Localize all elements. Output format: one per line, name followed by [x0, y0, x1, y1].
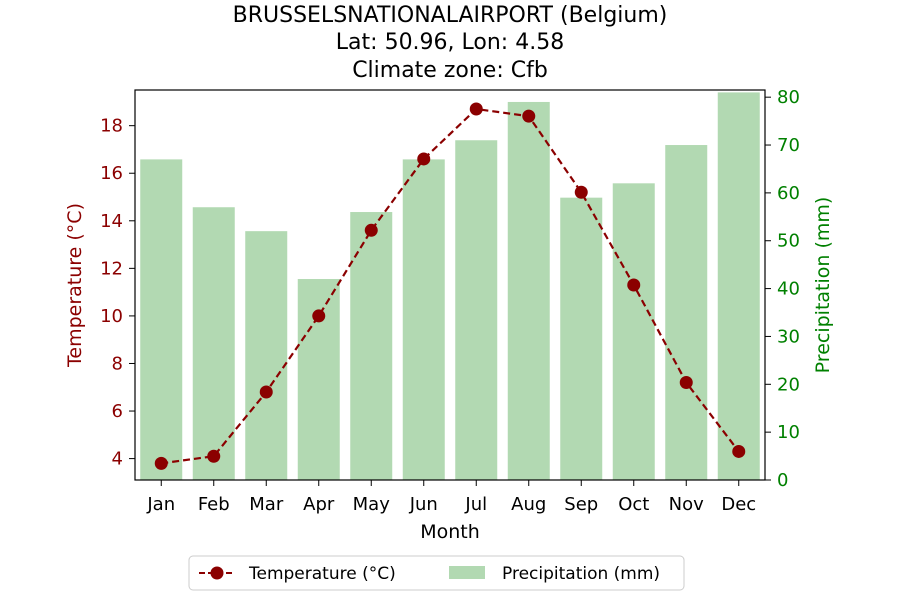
right-tick-label: 70	[777, 135, 800, 156]
right-tick-label: 10	[777, 422, 800, 443]
left-y-axis-ticks: 4 6 8 10 12 14 16 18	[100, 116, 135, 470]
x-tick-label: Jun	[409, 494, 438, 515]
legend-precipitation-label: Precipitation (mm)	[502, 564, 660, 584]
x-tick-label: May	[353, 494, 391, 515]
left-tick-label: 6	[112, 401, 123, 422]
legend-precipitation-swatch	[449, 566, 485, 579]
precipitation-bar-apr	[297, 279, 340, 480]
left-y-axis-label: Temperature (°C)	[64, 203, 86, 368]
right-y-axis-ticks: 0 10 20 30 40 50 60 70 80	[765, 87, 800, 491]
x-tick-label: Nov	[669, 494, 704, 515]
temperature-point-oct	[627, 278, 641, 292]
x-tick-label: Oct	[618, 494, 649, 515]
precipitation-bars	[140, 92, 760, 481]
left-tick-label: 18	[100, 116, 123, 137]
precipitation-bar-feb	[192, 207, 235, 480]
temperature-point-jan	[154, 456, 168, 470]
left-tick-label: 14	[100, 211, 123, 232]
temperature-point-jul	[469, 102, 483, 116]
x-tick-label: Mar	[249, 494, 284, 515]
right-tick-label: 60	[777, 183, 800, 204]
legend: Temperature (°C) Precipitation (mm)	[188, 555, 685, 591]
left-tick-label: 8	[112, 353, 123, 374]
temperature-point-jun	[417, 152, 431, 166]
temperature-point-may	[364, 223, 378, 237]
x-axis-label: Month	[420, 521, 480, 543]
right-tick-label: 30	[777, 326, 800, 347]
precipitation-bar-jun	[402, 159, 445, 480]
right-y-axis-label: Precipitation (mm)	[812, 197, 834, 374]
right-tick-label: 80	[777, 87, 800, 108]
chart-title-line1: BRUSSELSNATIONALAIRPORT (Belgium)	[233, 3, 668, 28]
x-tick-label: Jul	[464, 494, 487, 515]
precipitation-bar-jan	[140, 159, 183, 480]
precipitation-bar-sep	[560, 197, 603, 481]
temperature-point-sep	[574, 185, 588, 199]
right-tick-label: 0	[777, 470, 788, 491]
temperature-point-mar	[259, 385, 273, 399]
x-tick-label: Aug	[511, 494, 546, 515]
precipitation-bar-dec	[717, 92, 760, 480]
precipitation-bar-aug	[507, 101, 550, 480]
chart-title: BRUSSELSNATIONALAIRPORT (Belgium) Lat: 5…	[233, 3, 668, 83]
chart-title-line3: Climate zone: Cfb	[352, 58, 548, 83]
precipitation-bar-nov	[665, 145, 708, 480]
left-tick-label: 4	[112, 449, 123, 470]
x-tick-label: Feb	[198, 494, 230, 515]
legend-temperature-marker	[210, 566, 224, 580]
x-tick-label: Dec	[721, 494, 756, 515]
x-tick-label: Jan	[146, 494, 175, 515]
legend-temperature-label: Temperature (°C)	[248, 564, 396, 584]
precipitation-bar-may	[350, 212, 393, 480]
temperature-point-feb	[207, 449, 221, 463]
right-tick-label: 40	[777, 279, 800, 300]
temperature-point-apr	[312, 309, 326, 323]
temperature-series	[154, 102, 746, 470]
x-axis-ticks: Jan Feb Mar Apr May Jun Jul Aug Sep Oct Nov Dec	[146, 480, 756, 515]
right-tick-label: 20	[777, 374, 800, 395]
x-tick-label: Apr	[303, 494, 335, 515]
plot-frame	[134, 89, 766, 481]
chart-title-line2: Lat: 50.96, Lon: 4.58	[336, 30, 564, 55]
temperature-line	[161, 107, 740, 465]
legend-box	[188, 555, 685, 591]
x-tick-label: Sep	[564, 494, 598, 515]
left-tick-label: 16	[100, 163, 123, 184]
right-tick-label: 50	[777, 231, 800, 252]
left-tick-label: 10	[100, 306, 123, 327]
precipitation-bar-jul	[455, 140, 498, 480]
precipitation-bar-mar	[245, 231, 288, 480]
left-tick-label: 12	[100, 258, 123, 279]
temperature-point-dec	[732, 444, 746, 458]
temperature-point-aug	[522, 109, 536, 123]
temperature-point-nov	[679, 376, 693, 389]
precipitation-bar-oct	[612, 183, 655, 481]
